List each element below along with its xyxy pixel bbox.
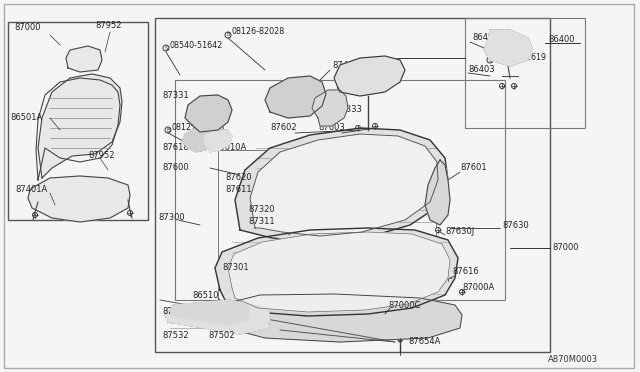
Polygon shape (228, 294, 462, 342)
Circle shape (445, 276, 451, 280)
Text: 87401: 87401 (332, 61, 358, 70)
Text: 87301: 87301 (222, 263, 248, 273)
Text: B: B (166, 128, 170, 132)
Text: 87300: 87300 (158, 214, 184, 222)
Circle shape (163, 45, 169, 51)
Circle shape (205, 108, 211, 112)
Circle shape (355, 125, 360, 131)
Text: 86403: 86403 (468, 65, 495, 74)
Circle shape (460, 289, 465, 295)
Polygon shape (170, 300, 250, 325)
Polygon shape (28, 176, 130, 222)
Circle shape (511, 83, 516, 89)
Text: S: S (488, 58, 492, 62)
Polygon shape (425, 160, 450, 225)
Text: 87602: 87602 (270, 124, 296, 132)
Text: 87311: 87311 (248, 218, 275, 227)
Text: 87600: 87600 (162, 164, 189, 173)
Text: 08126-82028: 08126-82028 (232, 28, 285, 36)
Bar (155, 18, 550, 352)
Text: 87333: 87333 (335, 106, 362, 115)
Polygon shape (235, 128, 448, 242)
Text: 87630J: 87630J (445, 228, 474, 237)
Circle shape (127, 211, 132, 215)
Circle shape (165, 127, 171, 133)
Polygon shape (334, 56, 405, 96)
Circle shape (305, 97, 310, 103)
Text: 08127-04028: 08127-04028 (172, 122, 225, 131)
Text: 87611: 87611 (225, 186, 252, 195)
Polygon shape (484, 30, 532, 66)
Bar (8, 22, 148, 220)
Polygon shape (182, 128, 210, 152)
Circle shape (218, 118, 223, 122)
Polygon shape (215, 228, 458, 316)
Polygon shape (165, 302, 270, 334)
Text: 87000C: 87000C (388, 301, 420, 310)
Circle shape (398, 338, 402, 342)
Text: 87654A: 87654A (408, 337, 440, 346)
Text: 87630: 87630 (502, 221, 529, 230)
Polygon shape (66, 46, 102, 72)
Text: 87601: 87601 (460, 164, 486, 173)
Text: 87331: 87331 (162, 90, 189, 99)
Circle shape (487, 57, 493, 63)
Polygon shape (312, 90, 348, 126)
Polygon shape (204, 130, 232, 152)
Text: B: B (226, 32, 230, 38)
Text: 87952: 87952 (95, 20, 122, 29)
Bar (218, 150, 436, 310)
Text: 87952: 87952 (88, 151, 115, 160)
Text: 87000A: 87000A (462, 283, 494, 292)
Text: 86400: 86400 (548, 35, 575, 45)
Text: 87501: 87501 (162, 308, 189, 317)
Polygon shape (228, 232, 450, 312)
Circle shape (287, 93, 292, 97)
Text: 87620: 87620 (225, 173, 252, 183)
Polygon shape (265, 76, 326, 118)
Text: S: S (164, 45, 168, 51)
Polygon shape (38, 74, 122, 178)
Text: 87532: 87532 (162, 330, 189, 340)
Text: 87502: 87502 (208, 330, 234, 340)
Text: 87000: 87000 (14, 23, 40, 32)
Text: 08540-51642: 08540-51642 (170, 41, 223, 49)
Text: 87618: 87618 (162, 144, 189, 153)
Text: 87616: 87616 (452, 267, 479, 276)
Circle shape (499, 83, 504, 89)
Polygon shape (250, 134, 438, 236)
Text: 87603: 87603 (318, 124, 345, 132)
Text: 86010A: 86010A (214, 144, 246, 153)
Text: 87000: 87000 (552, 244, 579, 253)
Polygon shape (185, 95, 232, 132)
Circle shape (435, 228, 440, 232)
Text: 87320: 87320 (248, 205, 275, 215)
Circle shape (372, 124, 378, 128)
Text: 86510: 86510 (192, 291, 218, 299)
Bar (175, 80, 505, 300)
Bar (465, 18, 585, 128)
Text: A870M0003: A870M0003 (548, 356, 598, 365)
Circle shape (33, 212, 38, 218)
Text: 87401A: 87401A (15, 186, 47, 195)
Text: 86501A: 86501A (10, 113, 42, 122)
Circle shape (225, 32, 231, 38)
Text: 86402: 86402 (472, 33, 499, 42)
Text: 08320-81619: 08320-81619 (494, 52, 547, 61)
